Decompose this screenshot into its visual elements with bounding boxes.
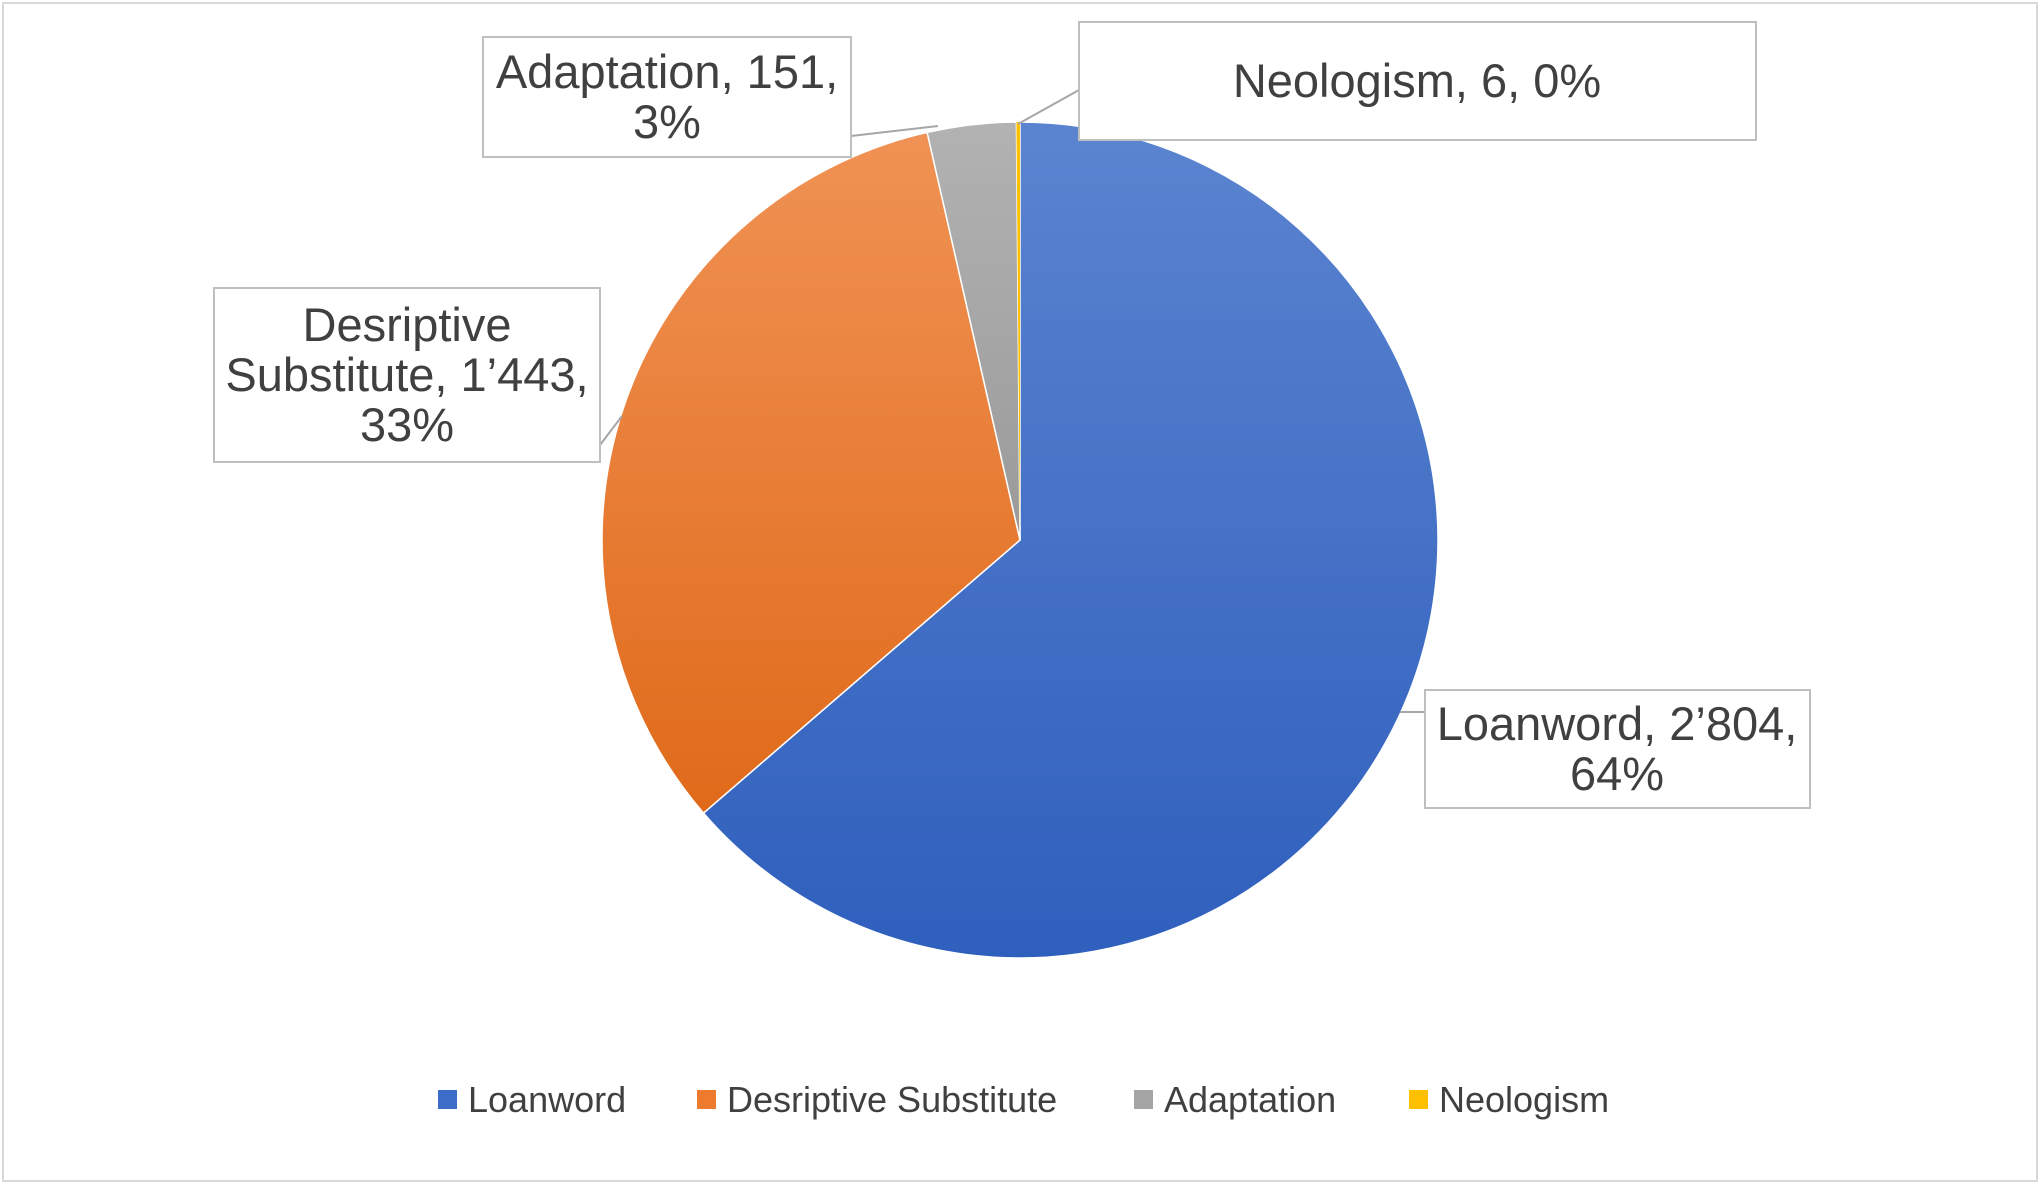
leader-line-adaptation bbox=[850, 125, 939, 137]
legend-label-neologism: Neologism bbox=[1439, 1079, 1609, 1120]
data-label-box-desriptive-substitute bbox=[213, 287, 601, 463]
data-label-adaptation: 3% bbox=[633, 95, 701, 148]
data-label-desriptive-substitute: Substitute, 1’443, bbox=[225, 348, 588, 401]
pie-slice-neologism bbox=[1016, 122, 1020, 540]
data-labels: Loanword, 2’804,64% DesriptiveSubstitute,… bbox=[213, 21, 1811, 809]
legend-swatch-loanword bbox=[438, 1090, 457, 1109]
legend-label-loanword: Loanword bbox=[468, 1079, 626, 1120]
legend-label-desriptive-substitute: Desriptive Substitute bbox=[727, 1079, 1057, 1120]
leader-lines bbox=[599, 89, 1425, 713]
pie-slice-loanword bbox=[702, 121, 1439, 959]
data-label-desriptive-substitute: 33% bbox=[360, 398, 454, 451]
data-label-loanword: 64% bbox=[1570, 747, 1664, 800]
data-label-neologism: Neologism, 6, 0% bbox=[1233, 54, 1601, 107]
data-label-box-neologism bbox=[1078, 21, 1757, 141]
legend-label-adaptation: Adaptation bbox=[1164, 1079, 1336, 1120]
data-label-box-loanword bbox=[1424, 689, 1811, 809]
pie-slices bbox=[601, 121, 1439, 959]
data-label-box-adaptation bbox=[482, 36, 852, 158]
data-label-adaptation: Adaptation, 151, bbox=[496, 45, 838, 98]
leader-line-neologism bbox=[1017, 89, 1080, 125]
legend-swatch-adaptation bbox=[1134, 1090, 1153, 1109]
pie-slice-adaptation bbox=[926, 121, 1021, 541]
pie-slice-desriptive-substitute bbox=[601, 131, 1021, 815]
leader-line-desriptive-substitute bbox=[599, 415, 623, 446]
data-label-desriptive-substitute: Desriptive bbox=[303, 298, 512, 351]
legend: Loanword Desriptive Substitute Adaptation N… bbox=[438, 1079, 1609, 1120]
legend-swatch-neologism bbox=[1409, 1090, 1428, 1109]
legend-swatch-desriptive-substitute bbox=[697, 1090, 716, 1109]
data-label-loanword: Loanword, 2’804, bbox=[1437, 697, 1798, 750]
